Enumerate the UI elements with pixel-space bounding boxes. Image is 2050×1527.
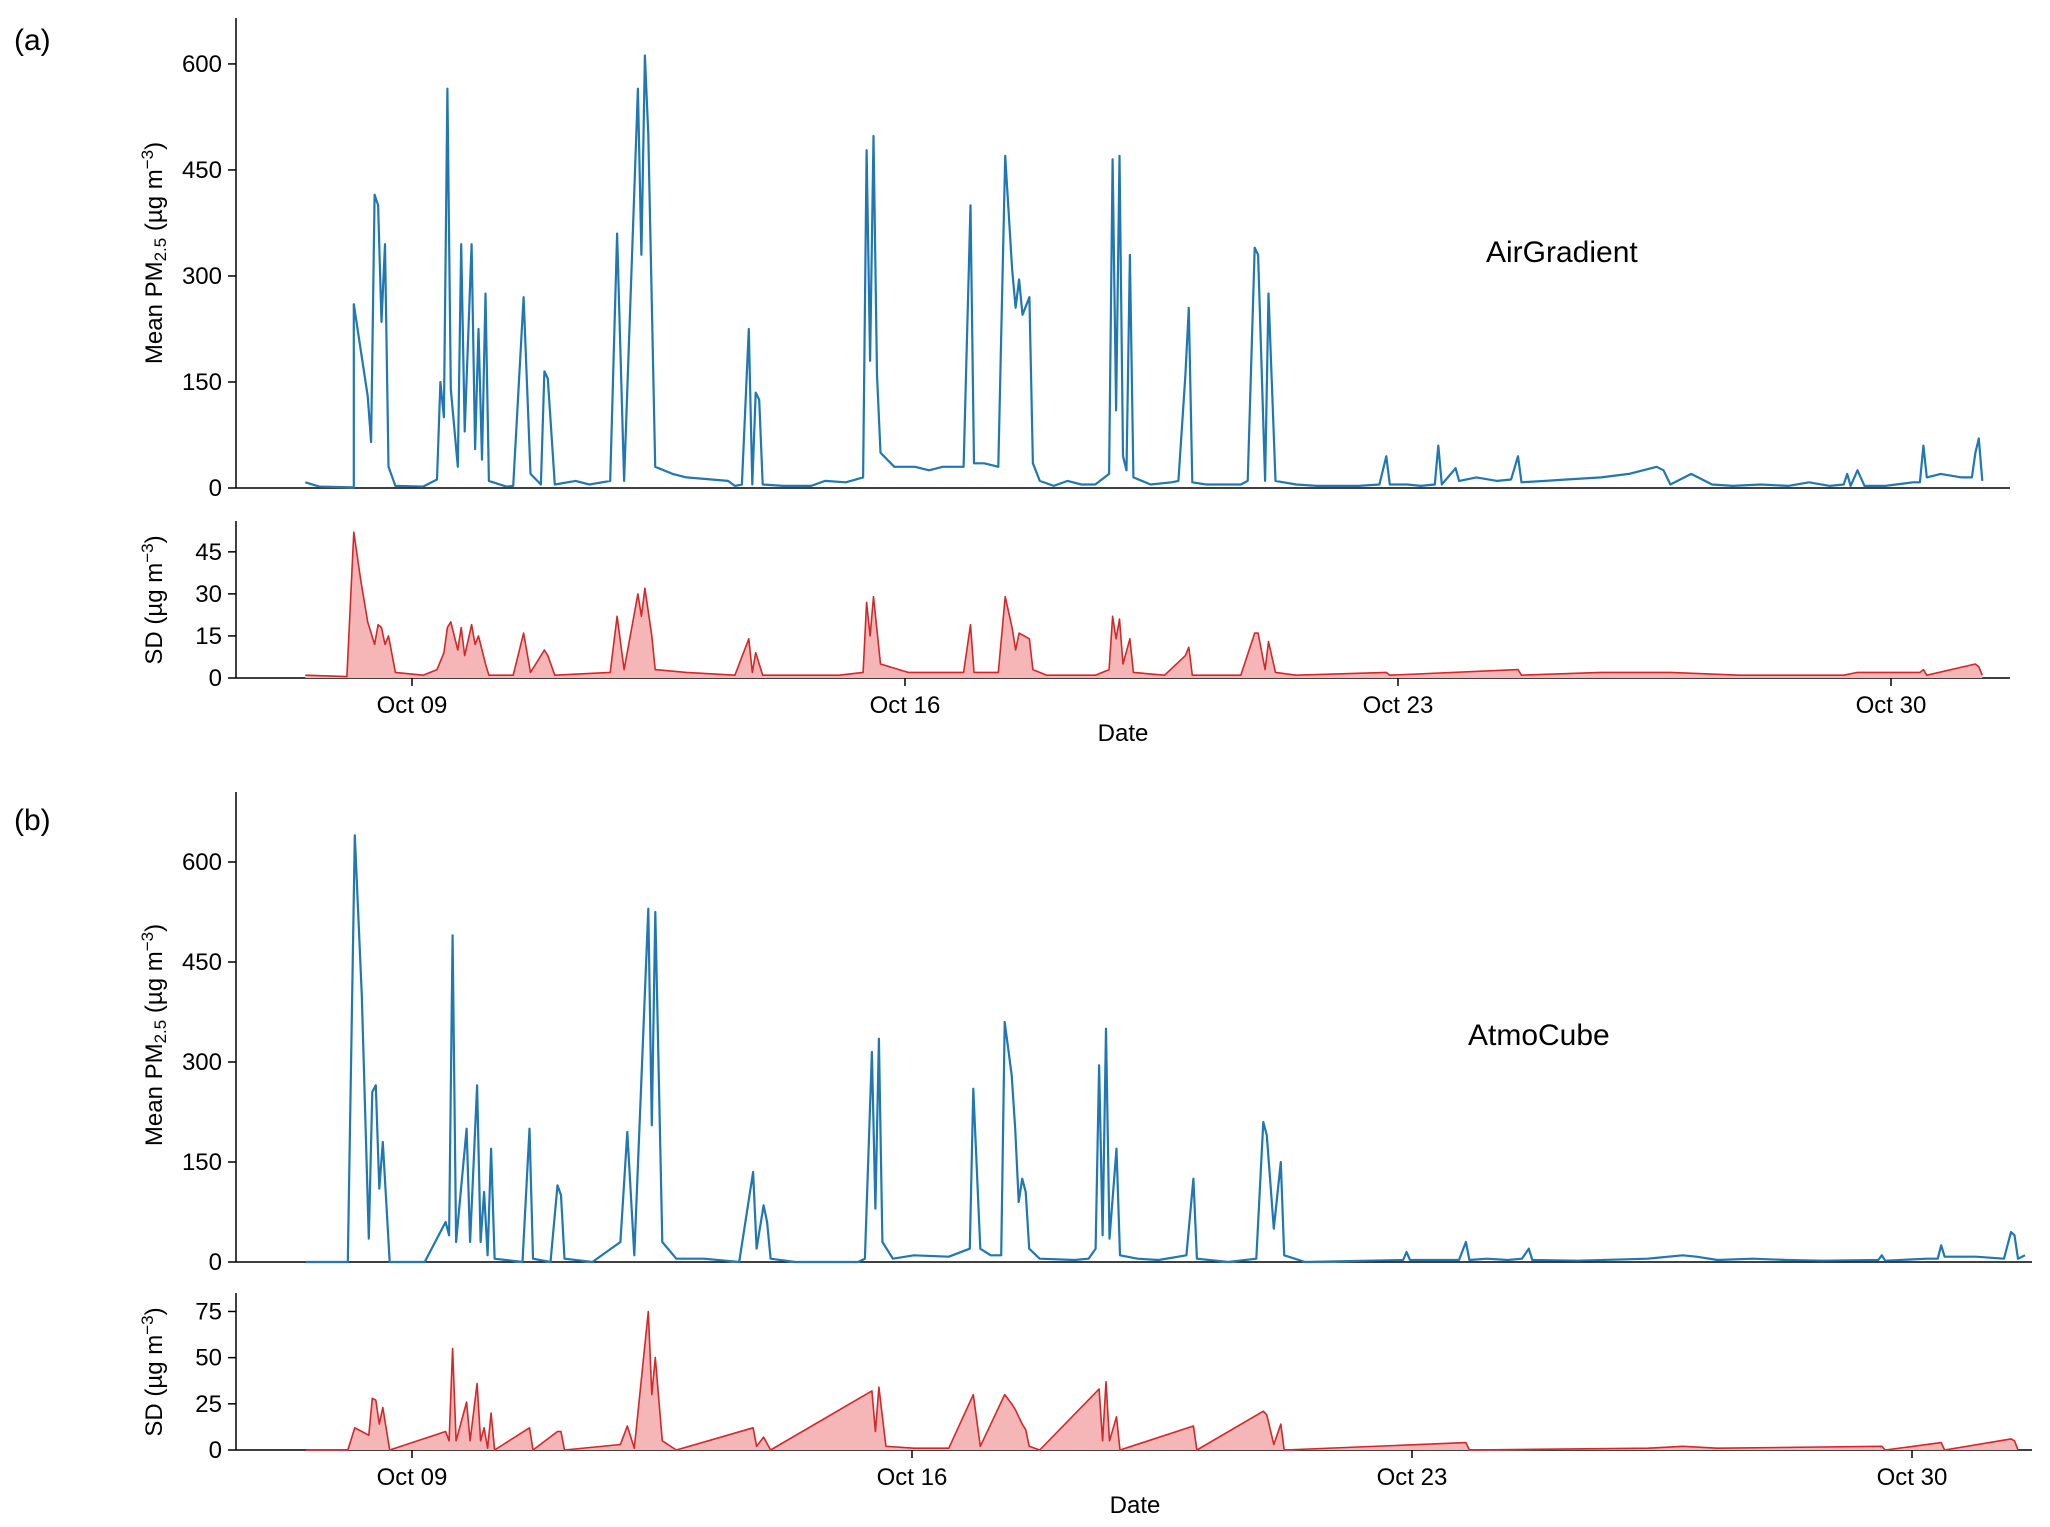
panel-a-annotation: AirGradient [1486,236,1638,269]
panel-a-mean-ylabel-sub: 2.5 [151,238,170,262]
panel-a-sd-ylabel: SD (µg m−3) [138,535,169,664]
panel-b-sd-yticks: 0 25 50 75 [195,1298,236,1464]
panel-a-sd-ytick-label: 45 [195,539,222,566]
panel-b-mean-series-line [305,834,2026,1264]
panel-b-xtick-label: Oct 23 [1377,1464,1448,1491]
panel-b-sd-ytick-label: 25 [195,1391,222,1418]
panel-b-mean-ylabel-unit: (µg m [141,951,168,1020]
panel-b-xlabel: Date [1110,1492,1161,1519]
panel-a-mean-yticks: 0 150 300 450 600 [182,51,236,502]
panel-a-mean-ytick-label: 450 [182,157,222,184]
panel-a-xtick-label: Oct 30 [1856,692,1927,719]
panel-a-mean-ylabel-exp: −3 [138,150,157,169]
panel-a-mean-ylabel-close: ) [141,142,168,150]
panel-b-mean-ytick-label: 0 [209,1249,222,1276]
panel-a-xtick-label: Oct 16 [870,692,941,719]
panel-a-mean-ytick-label: 300 [182,263,222,290]
panel-b-mean-plot: 0 150 300 450 600 AtmoCube Mean PM2.5 (µg m−… [138,792,2032,1276]
panel-b-mean-ylabel-main: Mean PM [141,1043,168,1146]
panel-b-sd-ytick-label: 0 [209,1437,222,1464]
panel-a-mean-ytick-label: 150 [182,369,222,396]
panel-b-mean-ylabel-exp: −3 [138,932,157,951]
panel-b-mean-yticks: 0 150 300 450 600 [182,849,236,1276]
panel-b-sd-series-line [305,1310,2019,1451]
panel-a-sd-yticks: 0 15 30 45 [195,539,236,692]
panel-a-sd-ytick-label: 15 [195,623,222,650]
panel-b-sd-ylabel-close: ) [141,1307,168,1315]
panel-b-mean-ytick-label: 600 [182,849,222,876]
panel-b-xticks: Oct 09 Oct 16 Oct 23 Oct 30 [377,1450,1948,1491]
panel-b-mean-ytick-label: 450 [182,949,222,976]
panel-a-sd-series-fill [305,532,1983,678]
panel-a-xticks: Oct 09 Oct 16 Oct 23 Oct 30 [377,678,1927,719]
panel-b-sd-ylabel-exp: −3 [138,1315,157,1334]
panel-label-a: (a) [14,24,51,57]
panel-b-xtick-label: Oct 09 [377,1464,448,1491]
panel-a-sd-ylabel-exp: −3 [138,543,157,562]
panel-b-mean-ytick-label: 300 [182,1049,222,1076]
panel-a-xtick-label: Oct 23 [1363,692,1434,719]
panel-b-xtick-label: Oct 16 [877,1464,948,1491]
panel-a-xlabel: Date [1098,720,1149,747]
panel-a-xtick-label: Oct 09 [377,692,448,719]
panel-b-mean-ylabel-sub: 2.5 [151,1020,170,1044]
panel-b-sd-ytick-label: 50 [195,1345,222,1372]
panel-b-mean-ylabel-close: ) [141,924,168,932]
panel-a-mean-ylabel-main: Mean PM [141,261,168,364]
panel-a-sd-ytick-label: 30 [195,581,222,608]
panel-b-sd-series-fill [305,1311,2018,1450]
panel-a-mean-ytick-label: 0 [209,475,222,502]
panel-a-mean-series-line [304,54,1984,489]
panel-b-mean-ytick-label: 150 [182,1149,222,1176]
panel-a-sd-ylabel-close: ) [141,535,168,543]
panel-a-sd-ylabel-unit: (µg m [141,563,168,632]
panel-b-mean-ylabel: Mean PM2.5 (µg m−3) [138,924,171,1146]
panel-b-sd-ylabel-unit: (µg m [141,1335,168,1404]
panel-a-sd-ytick-label: 0 [209,665,222,692]
panel-b-annotation: AtmoCube [1468,1019,1610,1052]
panel-a-mean-plot: 0 150 300 450 600 AirGradient Mean PM2.5 (µg… [138,18,2010,502]
panel-a-mean-ytick-label: 600 [182,51,222,78]
panel-b-sd-ytick-label: 75 [195,1298,222,1325]
panel-a-mean-ylabel-unit: (µg m [141,169,168,238]
panel-a-mean-ylabel: Mean PM2.5 (µg m−3) [138,142,171,364]
panel-b-xtick-label: Oct 30 [1877,1464,1948,1491]
panel-a-sd-ylabel-main: SD [141,631,168,664]
panel-b-sd-ylabel-main: SD [141,1403,168,1436]
panel-b-sd-ylabel: SD (µg m−3) [138,1307,169,1436]
panel-label-b: (b) [14,804,51,837]
panel-b: (b) 0 150 300 450 600 AtmoCube Mean PM2.5 (µ… [14,792,2032,1519]
panel-a-sd-series-line [305,531,1984,678]
